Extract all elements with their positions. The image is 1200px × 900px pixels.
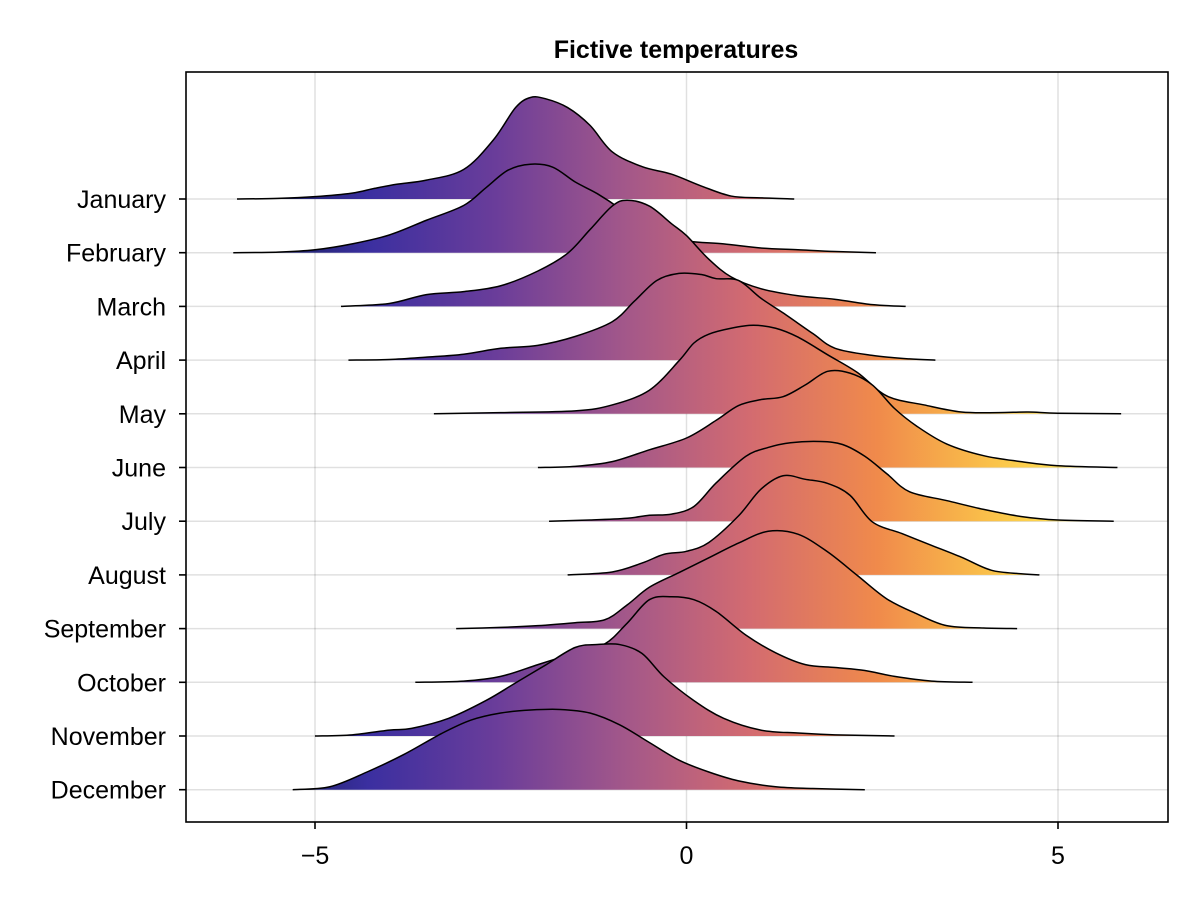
ridge-outline [292, 708, 865, 791]
ridge-fill [315, 643, 895, 736]
y-tick-label: October [77, 669, 166, 697]
ridge-january [236, 96, 795, 200]
y-tick-label: July [122, 508, 167, 536]
ridge-february [233, 163, 876, 254]
ridge-fill [567, 475, 1040, 575]
ridge-fill [236, 96, 795, 199]
ridge-september [456, 529, 1018, 630]
y-tick-label: November [51, 723, 166, 751]
ridge-outline [433, 324, 1122, 415]
ridge-outline [233, 163, 876, 254]
ridge-fill [549, 441, 1114, 522]
ridge-may [433, 324, 1122, 415]
ridge-august [567, 474, 1040, 576]
ridge-outline [537, 369, 1118, 469]
ridge-outline [549, 440, 1114, 522]
y-tick-label: December [51, 777, 166, 805]
ridge-outline [348, 272, 936, 361]
plot-frame [185, 71, 1169, 823]
ridge-fill [341, 200, 906, 307]
ridge-july [549, 440, 1114, 522]
x-tick-label: 5 [1051, 842, 1065, 870]
y-tick-label: January [77, 186, 166, 214]
ridge-november [314, 643, 895, 737]
chart-title: Fictive temperatures [554, 36, 799, 64]
ridge-june [537, 369, 1118, 469]
ridge-outline [340, 199, 906, 308]
x-tick-label: 0 [680, 842, 694, 870]
ridge-fill [537, 370, 1118, 468]
ridge-outline [456, 529, 1018, 630]
ridge-fill [233, 164, 876, 253]
ridge-outline [314, 643, 895, 737]
y-tick-label: June [112, 455, 166, 483]
ridge-december [292, 708, 865, 791]
ridge-layer [233, 96, 1122, 791]
y-tick-label: May [119, 401, 167, 429]
y-tick-label: February [66, 240, 167, 268]
ridge-fill [433, 325, 1122, 414]
ridge-outline [567, 474, 1040, 576]
ridge-fill [292, 709, 865, 790]
ridge-outline [236, 96, 795, 200]
y-tick-label: March [97, 293, 166, 321]
x-tick-label: −5 [301, 842, 330, 870]
y-tick-label: September [44, 616, 166, 644]
ridge-outline [415, 595, 973, 684]
y-tick-label: April [116, 347, 166, 375]
axis-layer: January February March April May June July Augu… [44, 71, 1169, 870]
ridge-march [340, 199, 906, 308]
y-tick-label: August [88, 562, 166, 590]
ridge-fill [456, 530, 1018, 629]
